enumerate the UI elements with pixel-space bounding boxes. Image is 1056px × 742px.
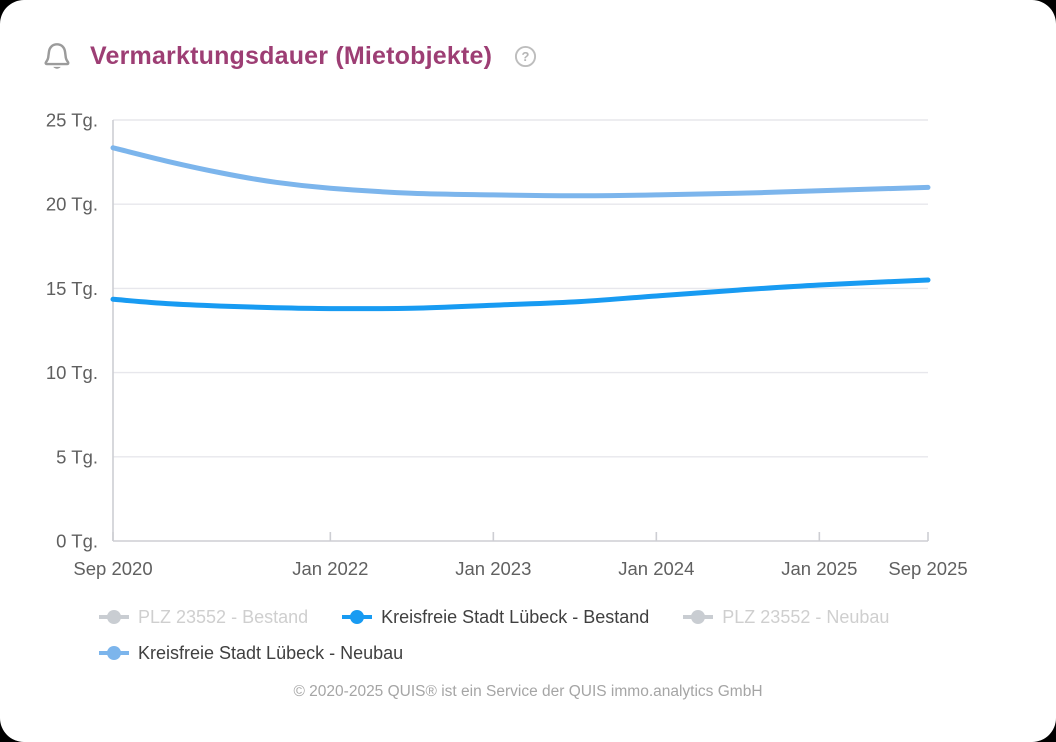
widget-header: Vermarktungsdauer (Mietobjekte) ? — [40, 38, 537, 74]
y-axis-tick-label: 10 Tg. — [46, 362, 98, 383]
y-axis-tick-label: 15 Tg. — [46, 278, 98, 299]
y-axis-tick-label: 25 Tg. — [46, 110, 98, 131]
legend-marker-icon — [342, 610, 373, 624]
series-line-3 — [110, 145, 931, 199]
help-icon[interactable]: ? — [514, 45, 537, 68]
legend-marker-icon — [683, 610, 714, 624]
legend-label: Kreisfreie Stadt Lübeck - Neubau — [138, 643, 404, 663]
legend-marker-icon — [99, 646, 129, 660]
y-axis-tick-label: 0 Tg. — [56, 531, 98, 552]
legend-item-0[interactable]: PLZ 23552 - Bestand — [99, 603, 308, 631]
x-axis-tick-label: Jan 2024 — [618, 558, 694, 579]
page-title: Vermarktungsdauer (Mietobjekte) — [90, 41, 493, 70]
legend-item-2[interactable]: PLZ 23552 - Neubau — [683, 603, 889, 631]
legend-marker-icon — [99, 610, 129, 624]
bell-icon[interactable] — [40, 38, 74, 74]
series-line-1 — [110, 277, 931, 312]
legend-label: PLZ 23552 - Neubau — [722, 607, 890, 627]
legend-label: Kreisfreie Stadt Lübeck - Bestand — [381, 607, 650, 627]
chart-legend: PLZ 23552 - Bestand Kreisfreie Stadt Lübe… — [99, 603, 979, 667]
copyright-text: © 2020-2025 QUIS® ist ein Service der QU… — [293, 683, 763, 700]
legend-label: PLZ 23552 - Bestand — [138, 607, 309, 627]
y-axis-tick-label: 20 Tg. — [46, 194, 98, 215]
svg-text:?: ? — [522, 48, 530, 63]
x-axis-tick-label: Sep 2020 — [73, 558, 152, 579]
x-axis-tick-label: Jan 2025 — [781, 558, 857, 579]
x-axis-tick-label: Jan 2023 — [455, 558, 531, 579]
legend-item-3[interactable]: Kreisfreie Stadt Lübeck - Neubau — [99, 639, 403, 667]
legend-item-1[interactable]: Kreisfreie Stadt Lübeck - Bestand — [342, 603, 649, 631]
x-axis-tick-label: Sep 2025 — [888, 558, 967, 579]
y-axis-tick-label: 5 Tg. — [56, 446, 98, 467]
x-axis-tick-label: Jan 2022 — [292, 558, 368, 579]
